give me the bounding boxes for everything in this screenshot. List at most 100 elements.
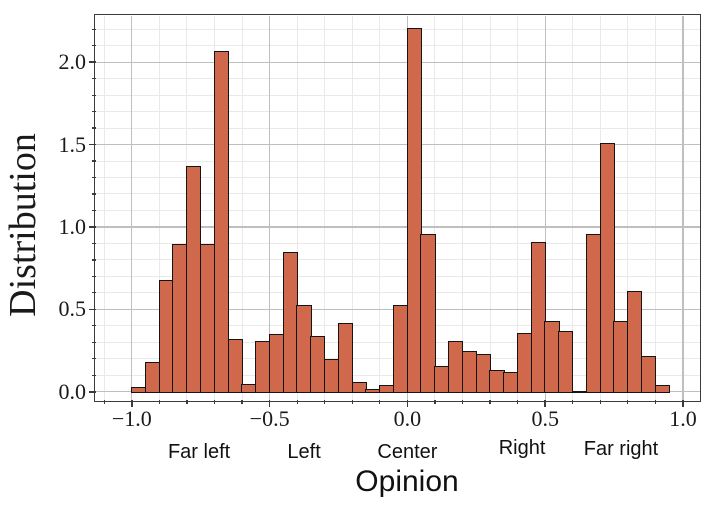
x-tick-label: −1.0 bbox=[111, 406, 152, 431]
x-major-tick bbox=[406, 400, 409, 407]
histogram-bar bbox=[627, 291, 643, 393]
y-minor-tick bbox=[91, 160, 96, 162]
x-minor-gridline bbox=[103, 16, 105, 400]
y-minor-tick bbox=[91, 110, 96, 113]
x-minor-tick bbox=[158, 400, 160, 404]
histogram-bar bbox=[337, 322, 354, 393]
y-minor-gridline bbox=[95, 193, 700, 195]
y-minor-gridline bbox=[95, 94, 700, 96]
x-minor-gridline bbox=[517, 16, 519, 400]
y-minor-gridline bbox=[95, 275, 700, 277]
y-minor-tick bbox=[91, 292, 96, 294]
y-major-tick bbox=[88, 226, 96, 228]
y-major-gridline bbox=[95, 226, 700, 228]
y-tick-label: 1.0 bbox=[58, 213, 87, 239]
y-minor-gridline bbox=[95, 242, 700, 244]
x-minor-tick bbox=[489, 400, 491, 404]
y-major-tick bbox=[88, 391, 96, 393]
x-major-gridline bbox=[682, 16, 684, 400]
y-minor-tick bbox=[91, 341, 96, 343]
histogram-bar bbox=[420, 233, 436, 393]
x-tick-label: −0.5 bbox=[249, 406, 290, 431]
y-minor-tick bbox=[91, 259, 96, 261]
histogram-bar bbox=[530, 241, 546, 393]
x-minor-tick bbox=[103, 400, 105, 404]
x-minor-tick bbox=[461, 400, 464, 404]
y-minor-tick bbox=[91, 78, 96, 80]
x-minor-tick bbox=[213, 400, 216, 404]
x-tick-label: 0.0 bbox=[393, 406, 422, 431]
y-major-tick bbox=[88, 308, 96, 311]
x-major-tick bbox=[682, 400, 684, 407]
y-minor-tick bbox=[91, 28, 96, 30]
histogram-bar bbox=[351, 382, 367, 393]
category-annotation: Far right bbox=[583, 438, 659, 460]
y-minor-tick bbox=[91, 209, 96, 212]
y-minor-tick bbox=[91, 242, 96, 245]
x-major-tick bbox=[268, 400, 271, 407]
x-tick-label: 0.5 bbox=[531, 406, 559, 431]
x-major-gridline bbox=[544, 16, 546, 400]
histogram-bar bbox=[227, 339, 243, 393]
x-minor-tick bbox=[241, 400, 243, 404]
y-minor-gridline bbox=[95, 177, 700, 178]
category-annotation: Right bbox=[498, 437, 546, 459]
x-tick-label: 1.0 bbox=[669, 406, 697, 431]
x-minor-gridline bbox=[627, 16, 629, 400]
y-minor-tick bbox=[91, 325, 96, 327]
y-major-tick bbox=[88, 143, 96, 146]
y-minor-tick bbox=[91, 193, 96, 195]
y-minor-gridline bbox=[95, 292, 700, 294]
x-major-tick bbox=[544, 400, 546, 407]
y-minor-tick bbox=[91, 94, 96, 96]
x-minor-gridline bbox=[241, 16, 243, 400]
y-minor-gridline bbox=[95, 28, 700, 30]
x-minor-gridline bbox=[572, 16, 574, 400]
y-major-tick bbox=[88, 61, 96, 63]
x-minor-tick bbox=[627, 400, 629, 404]
y-minor-tick bbox=[91, 176, 96, 179]
x-minor-gridline bbox=[296, 16, 298, 400]
y-minor-tick bbox=[91, 45, 96, 47]
y-minor-gridline bbox=[95, 259, 700, 261]
histogram-bar bbox=[406, 27, 422, 393]
x-minor-gridline bbox=[462, 16, 464, 400]
y-major-gridline bbox=[95, 143, 700, 146]
x-axis-title: Opinion bbox=[355, 465, 459, 498]
x-minor-tick bbox=[434, 400, 436, 404]
x-minor-gridline bbox=[654, 16, 656, 400]
y-tick-label: 2.0 bbox=[58, 49, 87, 75]
x-minor-gridline bbox=[489, 16, 491, 400]
y-tick-label: 0.0 bbox=[58, 378, 87, 404]
y-minor-gridline bbox=[95, 127, 700, 129]
y-major-gridline bbox=[95, 61, 700, 63]
histogram-bar bbox=[558, 330, 574, 393]
histogram-bar bbox=[599, 143, 615, 393]
histogram-bar bbox=[213, 50, 230, 393]
x-minor-gridline bbox=[158, 16, 160, 400]
histogram-bar bbox=[654, 385, 670, 393]
y-minor-tick bbox=[91, 374, 96, 376]
category-annotation: Center bbox=[377, 441, 438, 463]
category-annotation: Left bbox=[287, 441, 321, 463]
x-minor-tick bbox=[379, 400, 381, 404]
x-minor-gridline bbox=[434, 16, 436, 400]
x-minor-gridline bbox=[324, 16, 326, 400]
category-annotation: Far left bbox=[167, 441, 231, 463]
y-minor-gridline bbox=[95, 78, 700, 80]
y-minor-tick bbox=[91, 127, 96, 129]
x-minor-tick bbox=[296, 400, 298, 404]
x-major-gridline bbox=[269, 16, 271, 400]
x-major-gridline bbox=[131, 16, 133, 400]
y-minor-gridline bbox=[95, 209, 700, 211]
x-minor-gridline bbox=[351, 16, 353, 400]
y-minor-gridline bbox=[95, 111, 700, 113]
y-tick-label: 0.5 bbox=[58, 296, 87, 322]
y-minor-tick bbox=[91, 358, 96, 360]
x-major-tick bbox=[131, 400, 133, 407]
y-axis-title: Distribution bbox=[2, 133, 44, 317]
x-minor-tick bbox=[324, 400, 326, 404]
x-minor-tick bbox=[654, 400, 656, 404]
